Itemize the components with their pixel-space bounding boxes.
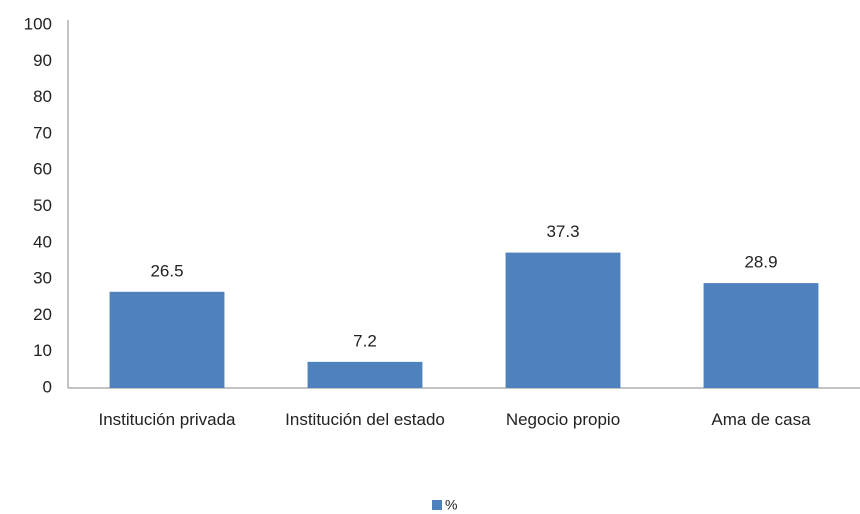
legend-swatch — [432, 500, 442, 510]
bar — [109, 291, 225, 388]
y-tick-label: 40 — [33, 232, 52, 251]
x-tick-label: Institución del estado — [285, 410, 445, 429]
y-tick-label: 80 — [33, 87, 52, 106]
y-tick-label: 70 — [33, 123, 52, 142]
y-tick-label: 50 — [33, 196, 52, 215]
x-tick-label: Institución privada — [98, 410, 236, 429]
y-tick-label: 10 — [33, 341, 52, 360]
x-tick-label: Ama de casa — [711, 410, 811, 429]
y-tick-label: 90 — [33, 51, 52, 70]
y-tick-label: 60 — [33, 160, 52, 179]
y-tick-label: 30 — [33, 269, 52, 288]
data-label: 28.9 — [744, 253, 777, 272]
bar — [307, 361, 423, 388]
x-tick-label: Negocio propio — [505, 410, 621, 429]
y-tick-label: 20 — [33, 305, 52, 324]
data-label: 37.3 — [546, 222, 579, 241]
bar — [703, 283, 819, 388]
legend-label: % — [445, 497, 457, 513]
bar — [505, 252, 621, 388]
data-label: 7.2 — [353, 331, 377, 350]
y-tick-label: 0 — [43, 377, 52, 396]
y-tick-label: 100 — [24, 14, 52, 33]
data-label: 26.5 — [150, 261, 183, 280]
